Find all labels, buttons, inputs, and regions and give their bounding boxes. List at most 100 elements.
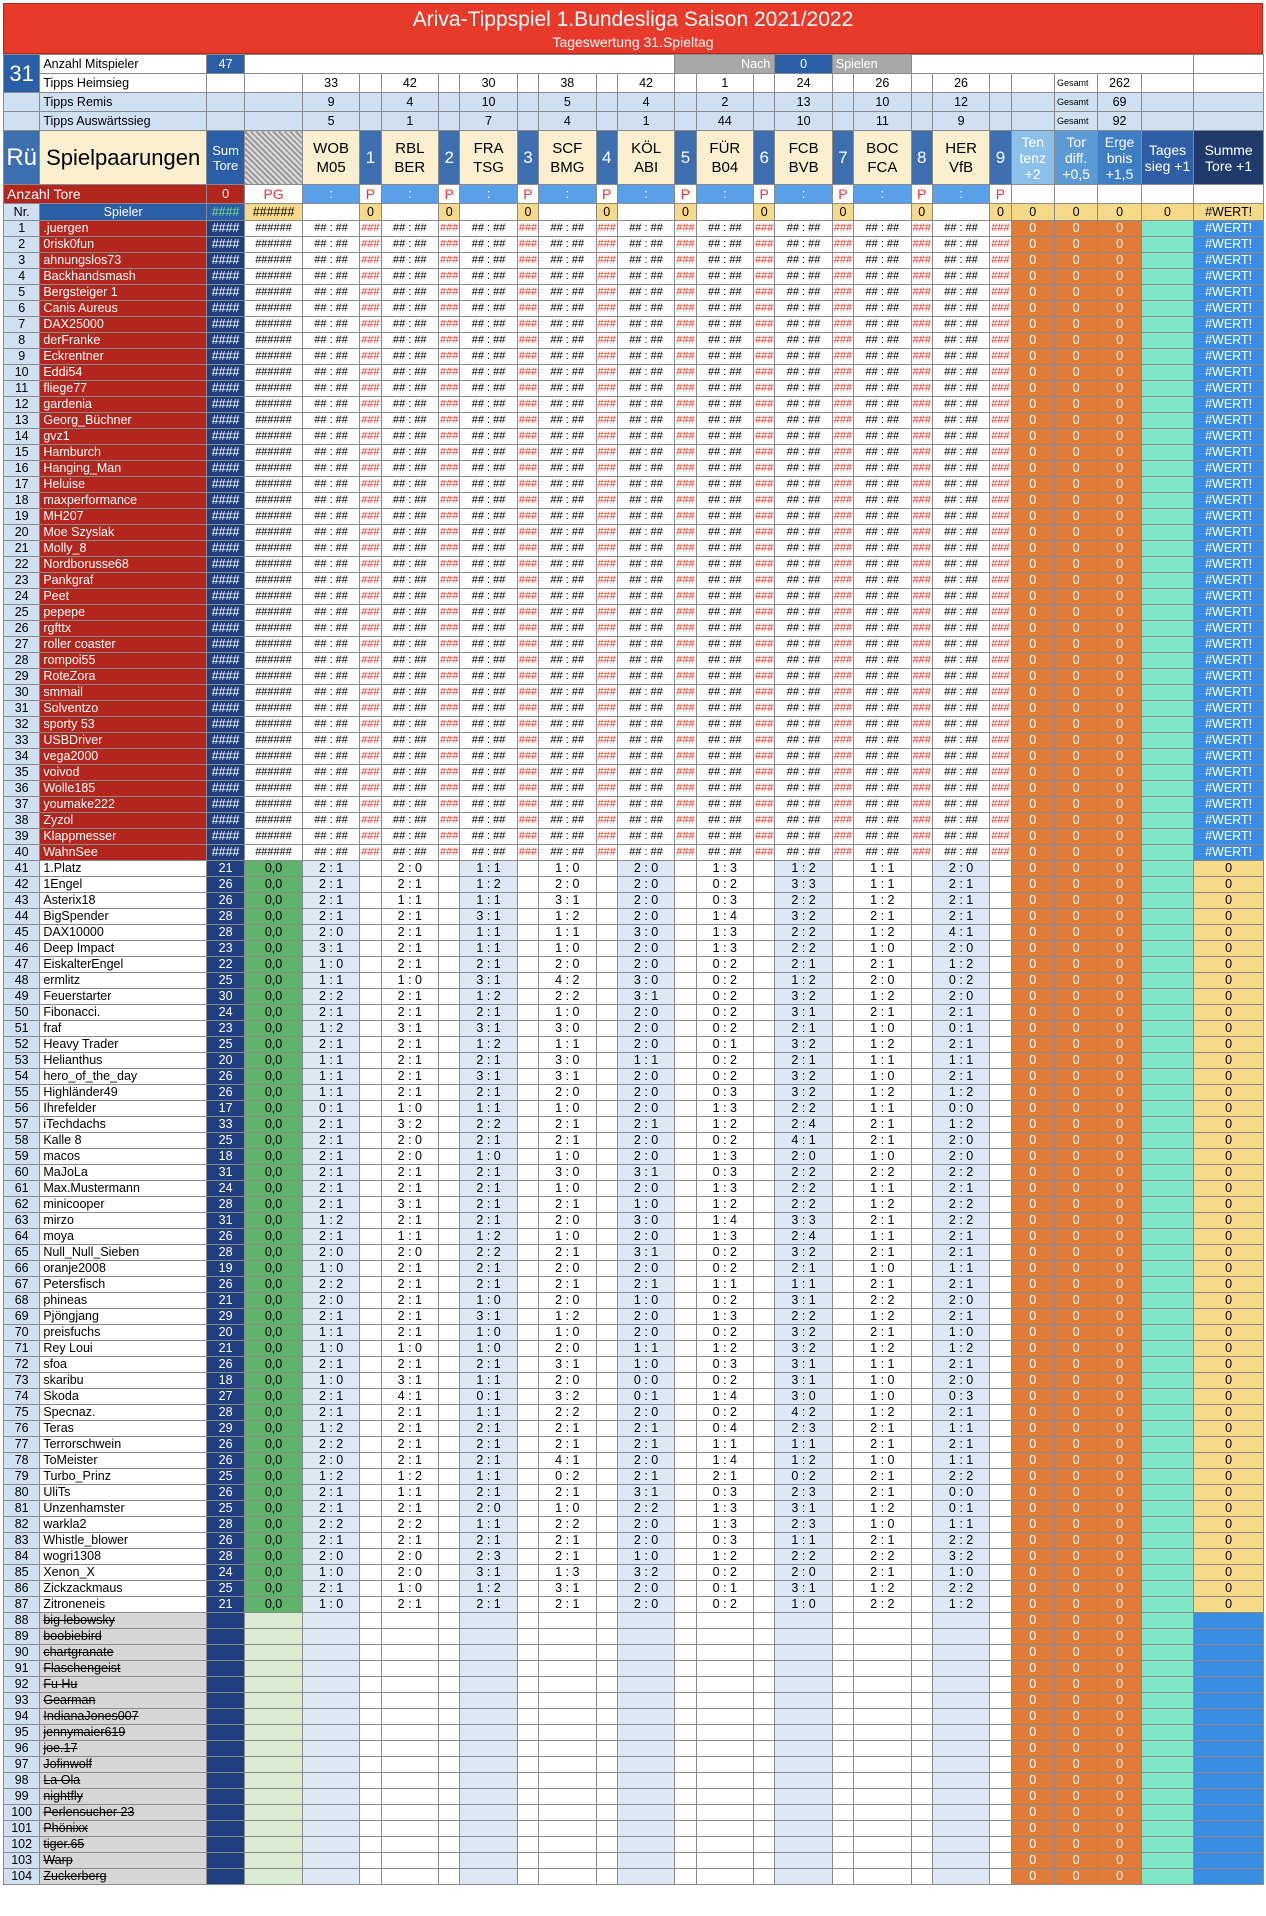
tip-value[interactable]: 2 : 2: [774, 1308, 833, 1325]
tip-value[interactable]: ## : ##: [931, 380, 991, 397]
pg-value[interactable]: ######: [244, 332, 303, 349]
points-value[interactable]: [910, 1436, 933, 1453]
tendenz-value[interactable]: 0: [1010, 1388, 1055, 1405]
points-value[interactable]: [910, 1276, 933, 1293]
summe-total[interactable]: #WERT!: [1193, 203, 1264, 221]
tip-value[interactable]: [853, 1788, 912, 1805]
tip-value[interactable]: ## : ##: [853, 620, 912, 637]
tordiff-value[interactable]: 0: [1053, 1324, 1099, 1341]
tordiff-value[interactable]: 0: [1053, 1772, 1099, 1789]
points-value[interactable]: ###: [989, 716, 1012, 733]
tip-value[interactable]: ## : ##: [301, 828, 361, 845]
summe-value[interactable]: 0: [1193, 1452, 1264, 1469]
tip-value[interactable]: 1 : 2: [931, 1340, 991, 1357]
tip-value[interactable]: [616, 1708, 676, 1725]
points-value[interactable]: ###: [438, 700, 461, 717]
tip-value[interactable]: 1 : 2: [695, 1340, 755, 1357]
summe-value[interactable]: [1193, 1820, 1264, 1837]
sum-value[interactable]: [205, 1820, 246, 1837]
tip-value[interactable]: [538, 1692, 597, 1709]
points-value[interactable]: [674, 1868, 697, 1885]
points-header[interactable]: 0: [438, 203, 461, 221]
pg-value[interactable]: 0,0: [244, 940, 303, 957]
sum-value[interactable]: ####: [205, 332, 246, 349]
points-value[interactable]: [595, 924, 618, 941]
points-value[interactable]: [753, 1644, 776, 1661]
points-value[interactable]: [516, 1708, 540, 1725]
tip-value[interactable]: ## : ##: [774, 652, 833, 669]
tordiff-value[interactable]: 0: [1053, 620, 1099, 637]
points-value[interactable]: [910, 924, 933, 941]
tip-value[interactable]: [459, 1612, 518, 1629]
tip-value[interactable]: ## : ##: [695, 300, 755, 317]
ergebnis-value[interactable]: 0: [1097, 780, 1142, 797]
player-name[interactable]: Hamburch: [39, 444, 207, 461]
tip-value[interactable]: ## : ##: [538, 780, 597, 797]
tip-value[interactable]: 2 : 1: [380, 1356, 440, 1373]
player-name[interactable]: Heluise: [39, 476, 207, 493]
cell[interactable]: [1140, 92, 1195, 112]
tip-value[interactable]: [301, 1660, 361, 1677]
p-label[interactable]: P: [438, 184, 461, 204]
summe-value[interactable]: #WERT!: [1193, 812, 1264, 829]
tip-value[interactable]: 2 : 1: [853, 1420, 912, 1437]
pg-value[interactable]: ######: [244, 348, 303, 365]
player-name[interactable]: Skoda: [39, 1388, 207, 1405]
tip-value[interactable]: 3 : 3: [774, 1212, 833, 1229]
sum-value[interactable]: 26: [205, 1356, 246, 1373]
tagessieg-value[interactable]: [1140, 1244, 1195, 1261]
tendenz-value[interactable]: 0: [1010, 636, 1055, 653]
tagessieg-value[interactable]: [1140, 332, 1195, 349]
player-name[interactable]: Turbo_Prinz: [39, 1468, 207, 1485]
tip-value[interactable]: ## : ##: [538, 604, 597, 621]
tip-value[interactable]: [695, 1724, 755, 1741]
tip-value[interactable]: 3 : 2: [774, 908, 833, 925]
ergebnis-value[interactable]: 0: [1097, 220, 1142, 237]
tip-value[interactable]: ## : ##: [538, 236, 597, 253]
row-number[interactable]: 76: [2, 1420, 41, 1437]
points-value[interactable]: [674, 1308, 697, 1325]
ergebnis-value[interactable]: 0: [1097, 668, 1142, 685]
pg-value[interactable]: ######: [244, 796, 303, 813]
tip-value[interactable]: ## : ##: [774, 572, 833, 589]
tip-value[interactable]: ## : ##: [774, 620, 833, 637]
sum-value[interactable]: ####: [205, 492, 246, 509]
tip-value[interactable]: ## : ##: [853, 844, 912, 861]
points-value[interactable]: [674, 876, 697, 893]
tip-value[interactable]: 0 : 3: [695, 1356, 755, 1373]
tip-value[interactable]: 2 : 1: [380, 1036, 440, 1053]
mitspieler-value[interactable]: 47: [205, 54, 246, 74]
tagessieg-value[interactable]: [1140, 1084, 1195, 1101]
cell[interactable]: [910, 92, 933, 112]
points-value[interactable]: [595, 1596, 618, 1613]
player-name[interactable]: Eckrentner: [39, 348, 207, 365]
points-value[interactable]: [516, 1340, 540, 1357]
tip-value[interactable]: ## : ##: [695, 364, 755, 381]
gesamt-label[interactable]: Gesamt: [1053, 92, 1099, 112]
points-value[interactable]: [989, 1276, 1012, 1293]
points-header[interactable]: 0: [910, 203, 933, 221]
tagessieg-value[interactable]: [1140, 604, 1195, 621]
tip-value[interactable]: ## : ##: [853, 348, 912, 365]
ergebnis-value[interactable]: 0: [1097, 972, 1142, 989]
tordiff-value[interactable]: 0: [1053, 412, 1099, 429]
tip-value[interactable]: 3 : 1: [774, 1372, 833, 1389]
tip-value[interactable]: ## : ##: [616, 828, 676, 845]
pg-value[interactable]: [244, 1756, 303, 1773]
points-value[interactable]: [516, 1820, 540, 1837]
points-value[interactable]: ###: [831, 812, 855, 829]
pg-value[interactable]: ######: [244, 668, 303, 685]
points-value[interactable]: [989, 1420, 1012, 1437]
tip-value[interactable]: 2 : 1: [380, 1292, 440, 1309]
ergebnis-value[interactable]: 0: [1097, 1388, 1142, 1405]
tendenz-value[interactable]: 0: [1010, 716, 1055, 733]
tip-value[interactable]: ## : ##: [774, 476, 833, 493]
points-value[interactable]: ###: [674, 764, 697, 781]
tagessieg-value[interactable]: [1140, 1868, 1195, 1885]
points-value[interactable]: [674, 1356, 697, 1373]
points-value[interactable]: [438, 1356, 461, 1373]
tip-value[interactable]: 2 : 0: [616, 1132, 676, 1149]
points-value[interactable]: ###: [910, 764, 933, 781]
tip-value[interactable]: 0 : 2: [538, 1468, 597, 1485]
summe-value[interactable]: 0: [1193, 1596, 1264, 1613]
